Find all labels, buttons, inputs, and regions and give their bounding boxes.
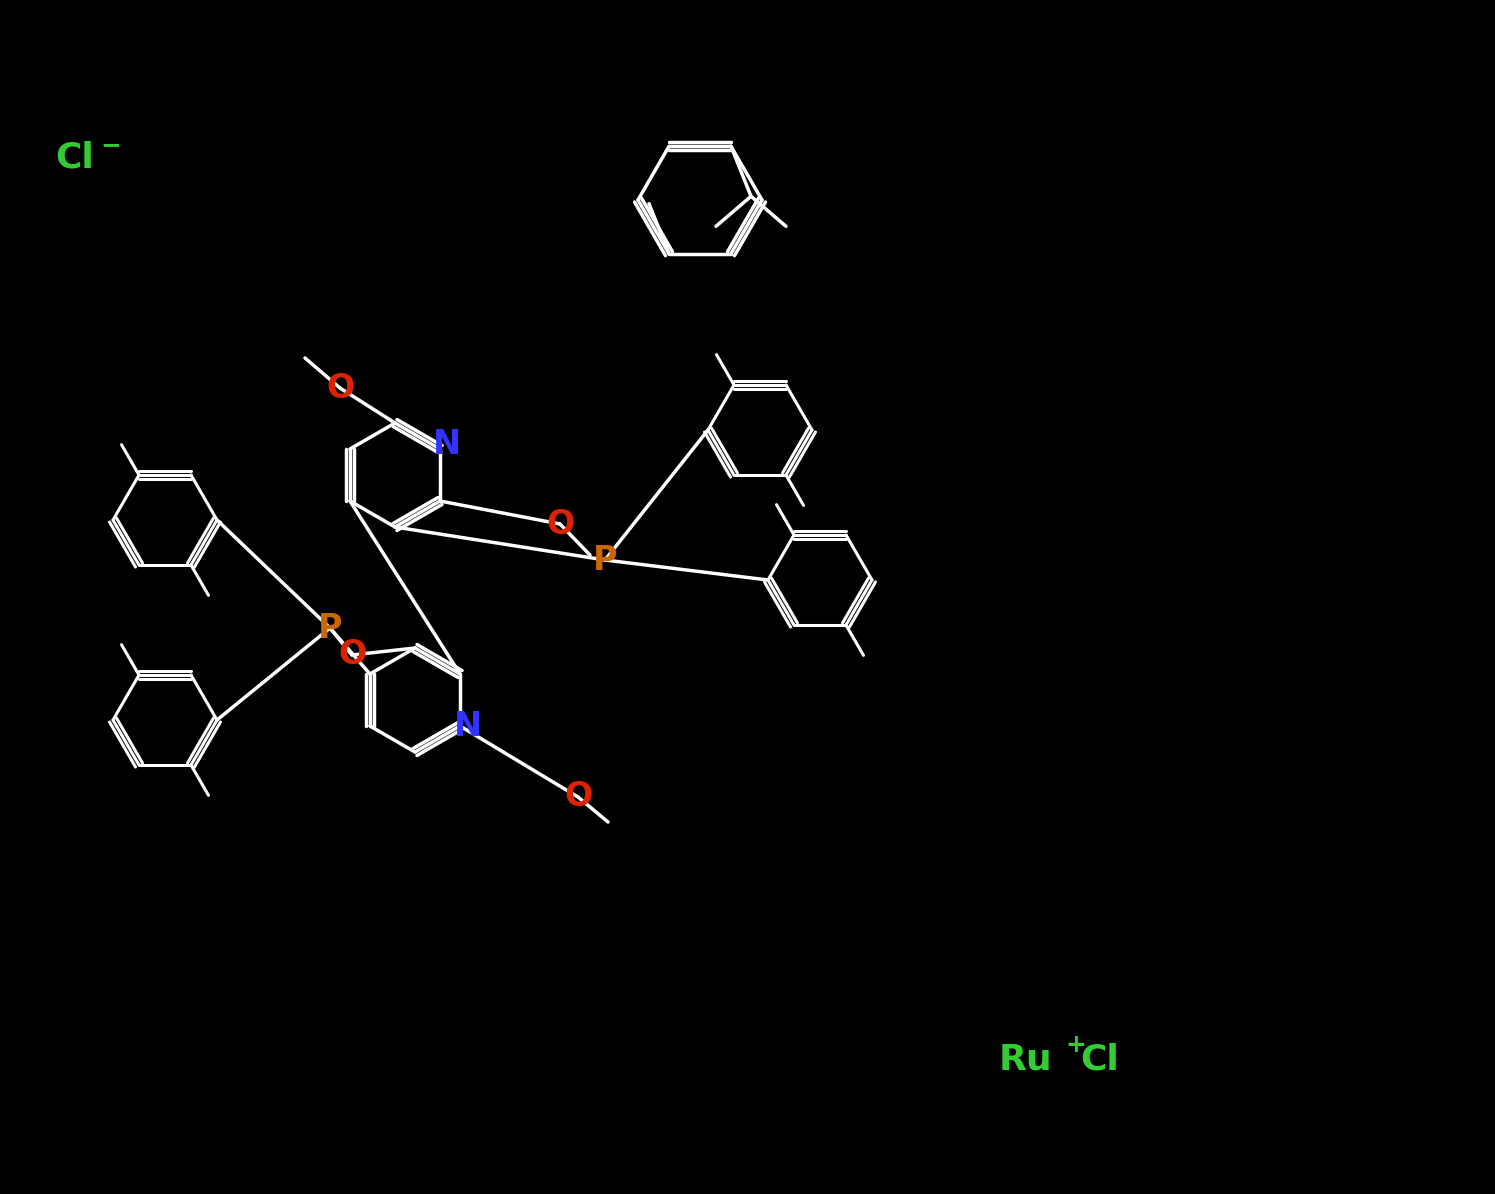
- Text: Ru: Ru: [999, 1044, 1052, 1077]
- Text: O: O: [338, 639, 366, 671]
- Text: O: O: [546, 507, 574, 541]
- Text: Cl: Cl: [55, 140, 94, 174]
- Text: O: O: [326, 371, 354, 405]
- Text: P: P: [592, 543, 617, 577]
- Text: −: −: [100, 133, 121, 156]
- Text: N: N: [454, 710, 481, 744]
- Text: O: O: [564, 781, 592, 813]
- Text: Cl: Cl: [1081, 1044, 1120, 1077]
- Text: P: P: [318, 611, 342, 645]
- Text: +: +: [1064, 1033, 1085, 1057]
- Text: N: N: [434, 427, 460, 461]
